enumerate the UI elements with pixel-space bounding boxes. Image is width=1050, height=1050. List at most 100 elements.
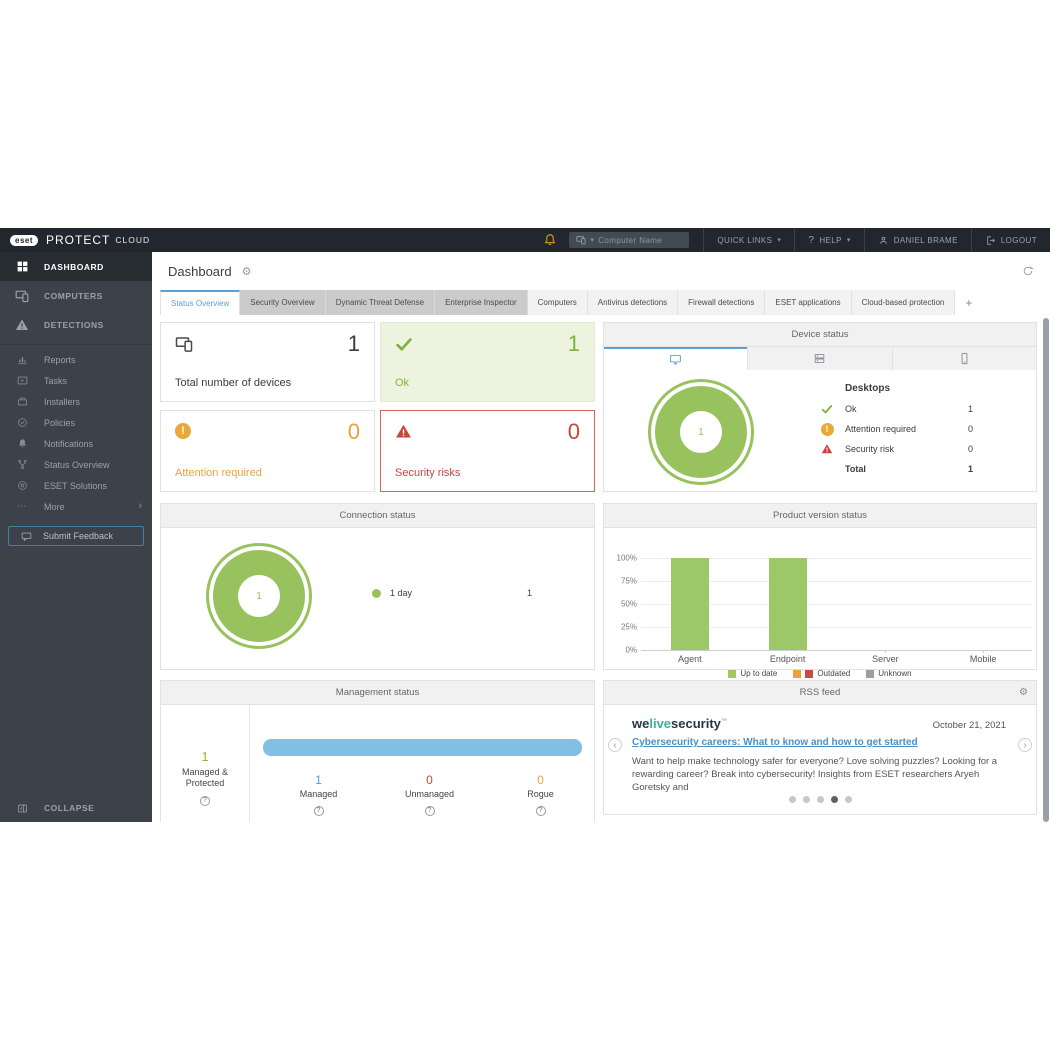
help-circle-icon[interactable]: ? <box>200 795 210 806</box>
sidebar-item-computers[interactable]: COMPUTERS <box>0 281 152 310</box>
welivesecurity-logo: welivesecurity™ <box>632 716 727 731</box>
panel-title: Connection status <box>339 510 416 521</box>
rss-dot-1[interactable] <box>788 796 796 803</box>
quick-links-menu[interactable]: QUICK LINKS ▾ <box>703 228 794 252</box>
sidebar-sub-group: Reports Tasks Installers Policies Notificati… <box>0 349 152 517</box>
summary-label: Managed & Protected <box>181 767 229 788</box>
rss-dot-4[interactable] <box>830 796 838 803</box>
tasks-icon <box>0 375 44 386</box>
tab-cloud-based-protection[interactable]: Cloud-based protection <box>851 290 956 315</box>
tab-enterprise-inspector[interactable]: Enterprise Inspector <box>435 290 528 315</box>
sidebar-item-detections[interactable]: DETECTIONS <box>0 310 152 339</box>
product-version-header[interactable]: Product version status <box>604 504 1036 528</box>
rss-dot-5[interactable] <box>844 796 852 803</box>
x-tick-label: Endpoint <box>769 654 806 664</box>
tab-servers[interactable] <box>747 347 892 370</box>
legend-group-title: Desktops <box>845 383 891 394</box>
card-total-devices[interactable]: 1 Total number of devices <box>160 322 375 402</box>
next-article-button[interactable]: › <box>1018 738 1032 752</box>
computer-search-placeholder: Computer Name <box>598 235 663 245</box>
tab-status-overview[interactable]: Status Overview <box>160 290 241 315</box>
sidebar-item-dashboard[interactable]: DASHBOARD <box>0 252 152 281</box>
vertical-scrollbar[interactable] <box>1043 318 1049 822</box>
card-security-risks[interactable]: 0 Security risks <box>380 410 595 492</box>
sidebar-main-group: DASHBOARD COMPUTERS DETECTIONS <box>0 252 152 339</box>
connection-status-header[interactable]: Connection status <box>161 504 594 528</box>
tab-eset-applications[interactable]: ESET applications <box>765 290 852 315</box>
connection-status-panel: Connection status 1 1 day 1 <box>160 503 595 670</box>
rss-pagination-dots <box>604 796 1036 803</box>
sidebar-item-eset-solutions[interactable]: ESET Solutions <box>0 475 152 496</box>
page-title: Dashboard <box>168 263 232 279</box>
user-name: DANIEL BRAME <box>893 235 958 245</box>
help-menu[interactable]: ? HELP ▾ <box>794 228 863 252</box>
sidebar-item-tasks[interactable]: Tasks <box>0 370 152 391</box>
device-status-header[interactable]: Device status <box>604 323 1036 347</box>
tab-desktops[interactable] <box>604 347 748 370</box>
bar-column-server <box>837 558 935 653</box>
bar-endpoint <box>768 558 807 650</box>
gridline <box>641 558 1032 559</box>
rss-settings-gear-icon[interactable]: ⚙ <box>1019 687 1028 698</box>
refresh-icon[interactable] <box>1022 265 1034 277</box>
previous-article-button[interactable]: ‹ <box>608 738 622 752</box>
card-attention-required[interactable]: ! 0 Attention required <box>160 410 375 492</box>
notifications-bell-button[interactable] <box>535 228 565 252</box>
brand-suffix: CLOUD <box>115 235 151 245</box>
dashboard-tabbar: Status Overview Security Overview Dynamic … <box>152 290 1050 315</box>
sidebar-item-more[interactable]: ⋯ More › <box>0 496 152 517</box>
tab-dynamic-threat-defense[interactable]: Dynamic Threat Defense <box>325 290 436 315</box>
x-axis-labels: Agent Endpoint Server Mobile <box>641 654 1032 664</box>
computer-search-input[interactable]: ▾ Computer Name <box>569 232 690 248</box>
chevron-down-icon: ▾ <box>846 237 851 244</box>
article-headline-link[interactable]: Cybersecurity careers: What to know and … <box>632 737 918 748</box>
gridline <box>641 604 1032 605</box>
sidebar-item-reports[interactable]: Reports <box>0 349 152 370</box>
card-ok[interactable]: 1 Ok <box>380 322 595 402</box>
help-circle-icon[interactable]: ? <box>424 805 435 816</box>
devices-icon <box>175 335 193 353</box>
managed-protected-summary: 1 Managed & Protected ? <box>161 705 250 822</box>
rss-dot-3[interactable] <box>816 796 824 803</box>
chevron-down-icon: ▾ <box>590 237 595 244</box>
article-date: October 21, 2021 <box>932 720 1006 731</box>
card-label: Total number of devices <box>175 377 292 389</box>
bell-icon <box>543 233 557 247</box>
tab-computers[interactable]: Computers <box>527 290 588 315</box>
panel-title: Management status <box>335 687 420 698</box>
rss-feed-header[interactable]: RSS feed ⚙ <box>604 681 1036 705</box>
product-version-status-panel: Product version status 100% 75% 50% 25% 0% A… <box>603 503 1037 678</box>
sidebar-item-installers[interactable]: Installers <box>0 391 152 412</box>
computer-search-cell: ▾ Computer Name <box>565 228 703 252</box>
rss-dot-2[interactable] <box>802 796 810 803</box>
management-status-header[interactable]: Management status <box>161 681 594 705</box>
dashboard-settings-gear-icon[interactable]: ⚙ <box>241 265 252 278</box>
sidebar-item-notifications[interactable]: Notifications <box>0 433 152 454</box>
collapse-button[interactable]: COLLAPSE <box>0 794 152 822</box>
bar-column-agent <box>641 558 739 650</box>
content-header: Dashboard ⚙ <box>152 252 1050 290</box>
card-value: 1 <box>567 331 580 356</box>
tab-mobiles[interactable] <box>891 347 1036 370</box>
logout-button[interactable]: LOGOUT <box>970 228 1050 252</box>
submit-feedback-button[interactable]: Submit Feedback <box>8 526 144 546</box>
sidebar-item-status-overview[interactable]: Status Overview <box>0 454 152 475</box>
legend-swatch-icon <box>728 669 737 678</box>
legend-item-outdated: Outdated <box>793 669 850 678</box>
gridline <box>641 650 1032 651</box>
sidebar-item-policies[interactable]: Policies <box>0 412 152 433</box>
bar-column-mobile <box>934 558 1032 653</box>
user-menu[interactable]: DANIEL BRAME <box>863 228 971 252</box>
help-circle-icon[interactable]: ? <box>535 805 546 816</box>
tab-security-overview[interactable]: Security Overview <box>240 290 326 315</box>
management-stat-unmanaged: 0 Unmanaged? <box>404 773 455 816</box>
device-status-row-ok: Ok 1 <box>817 399 973 419</box>
add-tab-button[interactable]: + <box>965 295 973 310</box>
help-circle-icon[interactable]: ? <box>313 805 324 816</box>
tab-antivirus-detections[interactable]: Antivirus detections <box>587 290 679 315</box>
legend-swatch-icon <box>793 669 802 678</box>
axis-tick <box>983 650 985 653</box>
article-excerpt: Want to help make technology safer for e… <box>632 756 998 793</box>
summary-value: 1 <box>201 749 209 764</box>
tab-firewall-detections[interactable]: Firewall detections <box>678 290 766 315</box>
